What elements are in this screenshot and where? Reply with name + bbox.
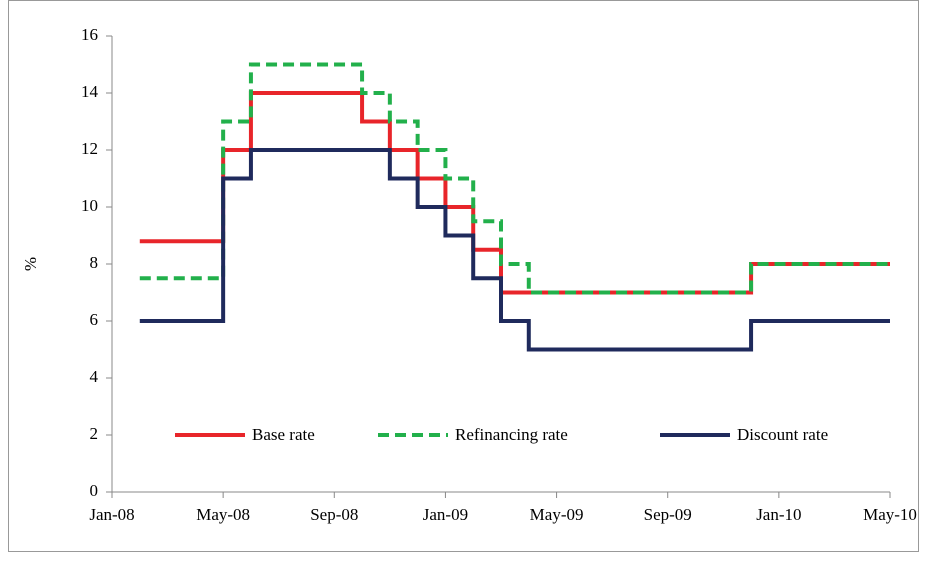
x-tick-label: Sep-09 bbox=[644, 505, 692, 524]
x-tick-label: Jan-10 bbox=[756, 505, 801, 524]
x-tick-label: Sep-08 bbox=[310, 505, 358, 524]
y-tick-label: 4 bbox=[90, 367, 99, 386]
chart-border bbox=[8, 0, 919, 552]
y-tick-label: 10 bbox=[81, 196, 98, 215]
y-tick-label: 0 bbox=[90, 481, 99, 500]
legend-label: Base rate bbox=[252, 425, 315, 444]
y-axis-label: % bbox=[21, 257, 40, 271]
x-tick-label: May-10 bbox=[863, 505, 917, 524]
legend-label: Refinancing rate bbox=[455, 425, 568, 444]
y-tick-label: 16 bbox=[81, 25, 98, 44]
y-tick-label: 6 bbox=[90, 310, 99, 329]
x-tick-label: May-08 bbox=[196, 505, 250, 524]
x-tick-label: May-09 bbox=[530, 505, 584, 524]
series-line bbox=[139, 62, 890, 295]
x-tick-label: Jan-09 bbox=[423, 505, 468, 524]
legend-label: Discount rate bbox=[737, 425, 828, 444]
y-tick-label: 14 bbox=[81, 82, 99, 101]
y-tick-label: 12 bbox=[81, 139, 98, 158]
series-line bbox=[139, 148, 890, 352]
y-tick-label: 2 bbox=[90, 424, 99, 443]
y-tick-label: 8 bbox=[90, 253, 99, 272]
x-tick-label: Jan-08 bbox=[89, 505, 134, 524]
